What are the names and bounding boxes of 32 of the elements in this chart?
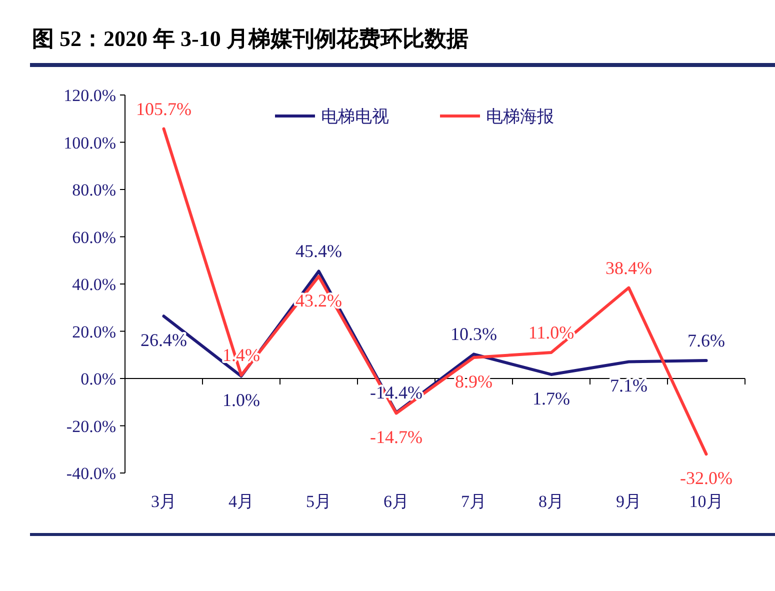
x-tick-label: 5月 bbox=[306, 492, 332, 511]
x-tick-label: 6月 bbox=[384, 492, 409, 511]
data-label: 10.3% bbox=[450, 324, 497, 344]
y-tick-label: 100.0% bbox=[64, 133, 116, 152]
data-label: 1.7% bbox=[532, 388, 570, 408]
y-tick-label: -20.0% bbox=[66, 416, 116, 436]
legend-label: 电梯电视 bbox=[321, 107, 389, 126]
data-label: -32.0% bbox=[680, 468, 732, 488]
y-tick-label: -40.0% bbox=[66, 464, 116, 483]
data-label: 26.4% bbox=[140, 330, 187, 350]
y-tick-label: 40.0% bbox=[72, 275, 116, 294]
y-tick-label: 0.0% bbox=[80, 370, 116, 388]
y-tick-label: 120.0% bbox=[64, 86, 116, 105]
x-tick-label: 9月 bbox=[616, 492, 642, 511]
data-label: 11.0% bbox=[528, 322, 574, 343]
data-label: 7.1% bbox=[610, 376, 648, 396]
x-tick-label: 4月 bbox=[228, 492, 254, 511]
data-label: 38.4% bbox=[606, 258, 652, 278]
y-tick-label: 80.0% bbox=[72, 180, 116, 200]
data-label: 1.0% bbox=[222, 390, 260, 410]
y-tick-label: 20.0% bbox=[72, 322, 116, 342]
data-label: 7.6% bbox=[688, 330, 725, 351]
x-tick-label: 7月 bbox=[461, 492, 486, 511]
x-tick-label: 10月 bbox=[689, 492, 724, 511]
x-tick-label: 8月 bbox=[538, 492, 564, 511]
chart-title: 图 52：2020 年 3-10 月梯媒刊例花费环比数据 bbox=[32, 26, 468, 51]
legend-label: 电梯海报 bbox=[486, 107, 554, 126]
data-label: -14.7% bbox=[370, 427, 422, 448]
y-tick-label: 60.0% bbox=[72, 228, 116, 247]
data-label: 45.4% bbox=[296, 241, 342, 262]
x-tick-label: 3月 bbox=[151, 492, 176, 511]
data-label: 105.7% bbox=[136, 98, 192, 119]
